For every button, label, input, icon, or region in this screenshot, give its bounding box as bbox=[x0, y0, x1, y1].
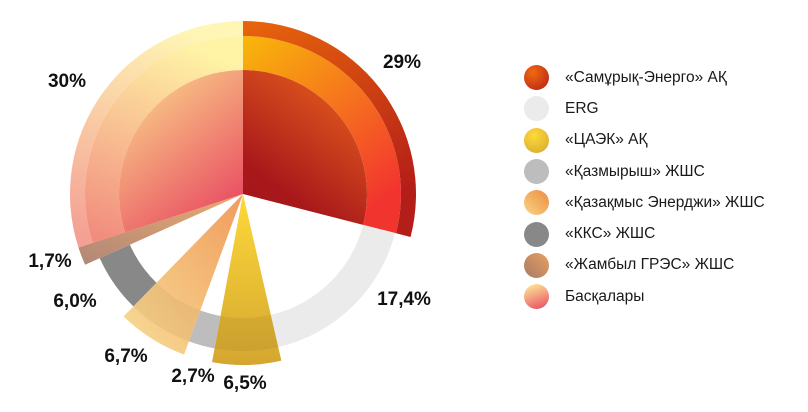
legend-item: «Қазмырыш» ЖШС bbox=[524, 156, 765, 187]
legend-item: ERG bbox=[524, 93, 765, 124]
pie-slice-0 bbox=[243, 21, 416, 238]
legend-item: Басқалары bbox=[524, 281, 765, 312]
legend-item: «ЦАЭК» АҚ bbox=[524, 125, 765, 156]
legend-item: «Қазақмыс Энерджи» ЖШС bbox=[524, 187, 765, 218]
legend-swatch bbox=[524, 252, 549, 278]
value-label-kazakmys: 6,7% bbox=[104, 346, 148, 367]
legend-label: «ЦАЭК» АҚ bbox=[565, 131, 648, 149]
legend-label: «Қазақмыс Энерджи» ЖШС bbox=[565, 193, 765, 211]
legend-swatch bbox=[524, 127, 549, 153]
legend-label: «Жамбыл ГРЭС» ЖШС bbox=[565, 256, 735, 274]
legend-swatch bbox=[524, 159, 549, 185]
value-label-zhambyl: 1,7% bbox=[28, 251, 72, 272]
legend: «Самұрық-Энерго» АҚ ERG «ЦАЭК» АҚ «Қазмы… bbox=[524, 62, 765, 312]
pie-slice-1 bbox=[270, 224, 396, 348]
value-label-caek: 6,5% bbox=[223, 373, 267, 394]
pie-slice-7 bbox=[69, 21, 243, 248]
legend-item: «Самұрық-Энерго» АҚ bbox=[524, 62, 765, 93]
legend-swatch bbox=[524, 221, 549, 247]
legend-swatch bbox=[524, 65, 549, 91]
pie-slice-segment bbox=[69, 21, 243, 248]
pie-slice-segment bbox=[188, 310, 221, 349]
pie-slice-segment bbox=[270, 224, 396, 348]
value-label-kks: 6,0% bbox=[53, 291, 97, 312]
pie-slice-3 bbox=[188, 310, 221, 349]
pie-chart bbox=[69, 21, 416, 365]
legend-item: «ККС» ЖШС bbox=[524, 218, 765, 249]
pie-slice-segment bbox=[133, 282, 201, 342]
pie-slice-5 bbox=[99, 244, 157, 307]
pie-slice-2 bbox=[212, 194, 282, 365]
pie-slice-segment bbox=[212, 194, 282, 365]
legend-label: «Қазмырыш» ЖШС bbox=[565, 162, 705, 180]
pie-slice-segment bbox=[78, 194, 243, 265]
value-label-others: 30% bbox=[47, 71, 87, 92]
legend-swatch bbox=[524, 190, 549, 216]
legend-swatch bbox=[524, 96, 549, 122]
pie-slice-6 bbox=[78, 194, 243, 265]
value-label-kazmyrysh: 2,7% bbox=[171, 366, 215, 387]
legend-swatch bbox=[524, 284, 549, 310]
legend-item: «Жамбыл ГРЭС» ЖШС bbox=[524, 250, 765, 281]
pie-slice-segment bbox=[214, 314, 279, 351]
legend-label: ERG bbox=[565, 99, 599, 117]
legend-label: «Самұрық-Энерго» АҚ bbox=[565, 68, 727, 86]
pie-slice-4 bbox=[123, 194, 243, 355]
value-label-erg: 17,4% bbox=[377, 289, 431, 310]
pie-slice-segment bbox=[123, 194, 243, 355]
pie-slice-segment bbox=[118, 70, 243, 233]
pie-slice-segment bbox=[243, 36, 401, 234]
legend-label: «ККС» ЖШС bbox=[565, 225, 656, 243]
pie-slice-segment bbox=[99, 244, 157, 307]
legend-label: Басқалары bbox=[565, 287, 645, 305]
value-label-samruk: 29% bbox=[382, 52, 422, 73]
pie-slice-segment bbox=[243, 70, 367, 225]
pie-slice-segment bbox=[84, 36, 243, 243]
